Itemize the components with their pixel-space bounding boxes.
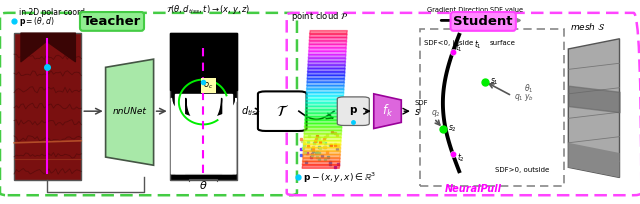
Text: $\theta$: $\theta$ bbox=[199, 179, 207, 191]
Text: $s$: $s$ bbox=[414, 107, 421, 117]
Polygon shape bbox=[307, 72, 345, 75]
Polygon shape bbox=[303, 158, 340, 161]
FancyBboxPatch shape bbox=[170, 33, 237, 180]
Text: $s_2$: $s_2$ bbox=[448, 123, 457, 134]
Polygon shape bbox=[303, 151, 340, 155]
Text: $\mathbf{p}$: $\mathbf{p}$ bbox=[349, 105, 358, 117]
Polygon shape bbox=[304, 130, 342, 134]
Polygon shape bbox=[304, 127, 342, 130]
Text: $t_2$: $t_2$ bbox=[456, 151, 465, 164]
Text: surface: surface bbox=[490, 40, 515, 46]
Polygon shape bbox=[307, 69, 345, 72]
Text: $d_{tiss}$: $d_{tiss}$ bbox=[241, 104, 260, 118]
Text: Teacher: Teacher bbox=[83, 15, 141, 28]
Text: $\mathcal{T}$: $\mathcal{T}$ bbox=[276, 104, 289, 119]
Text: $\mathbf{p}=(\theta,d)$: $\mathbf{p}=(\theta,d)$ bbox=[19, 15, 55, 28]
Polygon shape bbox=[305, 113, 343, 117]
Polygon shape bbox=[568, 39, 620, 177]
Polygon shape bbox=[175, 94, 232, 173]
FancyBboxPatch shape bbox=[258, 91, 307, 131]
Polygon shape bbox=[303, 144, 341, 148]
Polygon shape bbox=[308, 65, 346, 69]
Polygon shape bbox=[307, 79, 344, 82]
Text: NeuralPull: NeuralPull bbox=[445, 184, 502, 194]
Text: $q_2$: $q_2$ bbox=[431, 108, 440, 119]
Polygon shape bbox=[308, 48, 346, 51]
Polygon shape bbox=[307, 89, 344, 93]
Polygon shape bbox=[303, 141, 341, 144]
FancyBboxPatch shape bbox=[14, 33, 81, 180]
Polygon shape bbox=[374, 94, 401, 129]
Polygon shape bbox=[307, 86, 344, 89]
Polygon shape bbox=[305, 124, 342, 127]
Polygon shape bbox=[303, 148, 340, 151]
Polygon shape bbox=[305, 117, 342, 120]
Polygon shape bbox=[306, 96, 344, 100]
Polygon shape bbox=[305, 120, 342, 124]
Polygon shape bbox=[306, 100, 344, 103]
Text: $\mathbf{p}-(x,y,x)\in\mathbb{R}^3$: $\mathbf{p}-(x,y,x)\in\mathbb{R}^3$ bbox=[303, 170, 376, 185]
Text: nnUNet: nnUNet bbox=[113, 107, 147, 116]
Polygon shape bbox=[308, 62, 346, 65]
Text: SDF<0, inside: SDF<0, inside bbox=[424, 40, 474, 46]
Text: SDF: SDF bbox=[414, 100, 428, 106]
Text: $o_c$: $o_c$ bbox=[203, 80, 214, 91]
Polygon shape bbox=[305, 110, 343, 113]
Polygon shape bbox=[309, 44, 347, 48]
Polygon shape bbox=[304, 134, 342, 137]
Text: SDF>0, outside: SDF>0, outside bbox=[495, 167, 549, 173]
Polygon shape bbox=[309, 34, 347, 38]
Text: SDF value: SDF value bbox=[490, 7, 523, 13]
Text: Student: Student bbox=[454, 15, 513, 28]
Text: $t_1$: $t_1$ bbox=[455, 42, 463, 54]
Polygon shape bbox=[305, 106, 343, 110]
Text: point cloud $\mathcal{P}$: point cloud $\mathcal{P}$ bbox=[291, 10, 349, 23]
Polygon shape bbox=[305, 103, 343, 106]
Text: $t_1$: $t_1$ bbox=[474, 39, 481, 51]
Polygon shape bbox=[307, 75, 345, 79]
Polygon shape bbox=[310, 31, 348, 34]
Polygon shape bbox=[306, 93, 344, 96]
Text: Gradient Direction: Gradient Direction bbox=[427, 7, 488, 13]
Polygon shape bbox=[309, 38, 347, 41]
Text: $\mathcal{T}(\theta,d_{tiss},t)\rightarrow(x,y,z)$: $\mathcal{T}(\theta,d_{tiss},t)\rightarr… bbox=[166, 3, 251, 16]
Polygon shape bbox=[106, 59, 154, 165]
Text: $q_1$: $q_1$ bbox=[514, 92, 524, 103]
FancyBboxPatch shape bbox=[337, 97, 369, 125]
Polygon shape bbox=[170, 33, 237, 90]
Polygon shape bbox=[307, 82, 344, 86]
Polygon shape bbox=[303, 137, 341, 141]
Polygon shape bbox=[302, 165, 340, 168]
Polygon shape bbox=[308, 58, 346, 62]
Text: mesh $\mathcal{S}$: mesh $\mathcal{S}$ bbox=[570, 21, 606, 32]
Polygon shape bbox=[568, 143, 620, 177]
Text: $y_b$: $y_b$ bbox=[524, 92, 533, 103]
Text: $f_k$: $f_k$ bbox=[382, 103, 394, 119]
Polygon shape bbox=[308, 55, 346, 58]
Polygon shape bbox=[308, 51, 346, 55]
Polygon shape bbox=[302, 161, 340, 165]
Polygon shape bbox=[309, 41, 347, 44]
Text: in 2D polar coord: in 2D polar coord bbox=[19, 8, 85, 17]
Text: $\theta_1$: $\theta_1$ bbox=[524, 82, 533, 95]
Text: $s_1$: $s_1$ bbox=[490, 76, 499, 87]
Polygon shape bbox=[303, 155, 340, 158]
